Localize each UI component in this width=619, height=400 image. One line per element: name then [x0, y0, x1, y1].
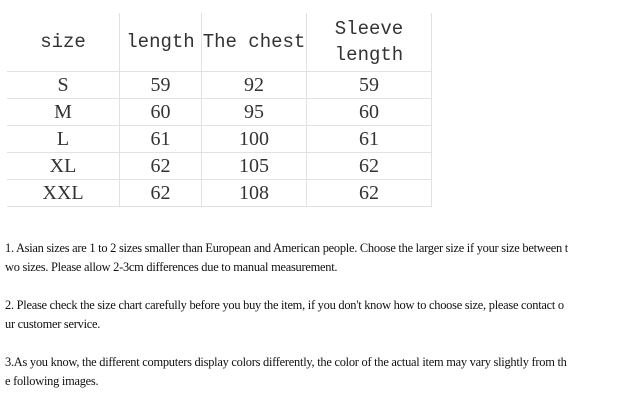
note-2-line-1: 2. Please check the size chart carefully…	[5, 298, 564, 312]
header-length: length	[119, 13, 202, 72]
cell-length: 60	[119, 98, 202, 126]
header-sleeve-length: Sleeve length	[306, 13, 432, 72]
cell-size: S	[7, 71, 120, 99]
note-3-line-1: 3.As you know, the different computers d…	[5, 355, 567, 369]
cell-size: XL	[7, 152, 120, 180]
note-1-line-1: 1. Asian sizes are 1 to 2 sizes smaller …	[5, 241, 568, 255]
header-sleeve-line-2: length	[334, 44, 404, 66]
table-row: S 59 92 59	[7, 71, 432, 99]
cell-chest: 92	[201, 71, 307, 99]
cell-length: 62	[119, 179, 202, 207]
cell-length: 61	[119, 125, 202, 153]
header-size: size	[7, 13, 120, 72]
table-row: XXL 62 108 62	[7, 179, 432, 207]
cell-sleeve: 62	[306, 179, 432, 207]
header-chest: The chest	[201, 13, 307, 72]
note-3: 3.As you know, the different computers d…	[5, 353, 567, 391]
cell-size: L	[7, 125, 120, 153]
cell-size: M	[7, 98, 120, 126]
cell-length: 59	[119, 71, 202, 99]
note-1: 1. Asian sizes are 1 to 2 sizes smaller …	[5, 239, 568, 277]
note-3-line-2: e following images.	[5, 374, 99, 388]
table-row: XL 62 105 62	[7, 152, 432, 180]
table-row: M 60 95 60	[7, 98, 432, 126]
cell-size: XXL	[7, 179, 120, 207]
table-row: L 61 100 61	[7, 125, 432, 153]
cell-chest: 105	[201, 152, 307, 180]
cell-sleeve: 60	[306, 98, 432, 126]
cell-sleeve: 59	[306, 71, 432, 99]
cell-chest: 100	[201, 125, 307, 153]
size-chart-table: size length The chest Sleeve length S 59…	[7, 13, 432, 207]
note-1-line-2: wo sizes. Please allow 2-3cm differences…	[5, 260, 338, 274]
cell-chest: 108	[201, 179, 307, 207]
cell-length: 62	[119, 152, 202, 180]
note-2: 2. Please check the size chart carefully…	[5, 296, 564, 334]
cell-sleeve: 61	[306, 125, 432, 153]
cell-chest: 95	[201, 98, 307, 126]
note-2-line-2: ur customer service.	[5, 317, 101, 331]
cell-sleeve: 62	[306, 152, 432, 180]
table-header-row: size length The chest Sleeve length	[7, 13, 432, 72]
header-sleeve-line-1: Sleeve	[334, 18, 404, 40]
